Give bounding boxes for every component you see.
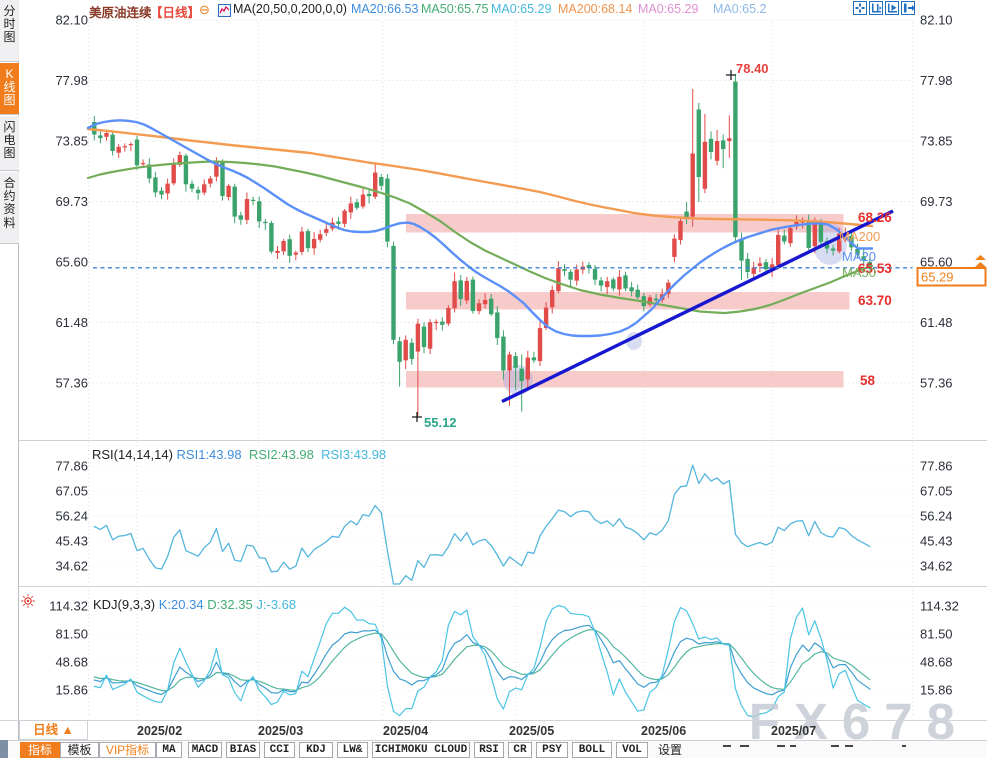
svg-text:67.05: 67.05 [55,484,88,499]
svg-text:73.85: 73.85 [920,134,953,149]
svg-text:MA50: MA50 [842,265,876,280]
svg-text:61.48: 61.48 [55,315,88,330]
svg-text:56.24: 56.24 [55,509,88,524]
svg-text:114.32: 114.32 [49,599,88,614]
svg-text:15.86: 15.86 [920,683,953,698]
svg-text:77.86: 77.86 [920,459,953,474]
svg-text:58: 58 [860,373,876,388]
svg-text:34.62: 34.62 [920,559,953,574]
svg-text:57.36: 57.36 [55,376,88,391]
svg-text:15.86: 15.86 [55,683,88,698]
svg-text:114.32: 114.32 [920,599,959,614]
svg-text:77.98: 77.98 [55,73,88,88]
svg-text:63.70: 63.70 [858,293,892,308]
svg-text:81.50: 81.50 [55,627,88,642]
svg-text:55.12: 55.12 [424,415,457,430]
svg-text:82.10: 82.10 [920,13,953,28]
svg-text:56.24: 56.24 [920,509,953,524]
svg-text:82.10: 82.10 [55,13,88,28]
svg-text:45.43: 45.43 [55,534,88,549]
svg-text:81.50: 81.50 [920,627,953,642]
svg-text:77.98: 77.98 [920,73,953,88]
svg-text:45.43: 45.43 [920,534,953,549]
svg-text:67.05: 67.05 [920,484,953,499]
svg-text:48.68: 48.68 [920,655,953,670]
svg-text:68.26: 68.26 [858,210,892,225]
svg-text:MA20: MA20 [842,249,876,264]
svg-text:77.86: 77.86 [55,459,88,474]
svg-text:65.60: 65.60 [920,255,953,270]
svg-text:34.62: 34.62 [55,559,88,574]
svg-text:MA200: MA200 [839,229,880,244]
svg-text:48.68: 48.68 [55,655,88,670]
svg-text:69.73: 69.73 [920,194,953,209]
svg-text:65.29: 65.29 [921,270,954,285]
svg-text:78.40: 78.40 [736,61,769,76]
svg-text:65.60: 65.60 [55,255,88,270]
svg-text:65.53: 65.53 [858,261,892,276]
svg-text:69.73: 69.73 [55,194,88,209]
svg-text:61.48: 61.48 [920,315,953,330]
svg-text:57.36: 57.36 [920,376,953,391]
svg-text:73.85: 73.85 [55,134,88,149]
